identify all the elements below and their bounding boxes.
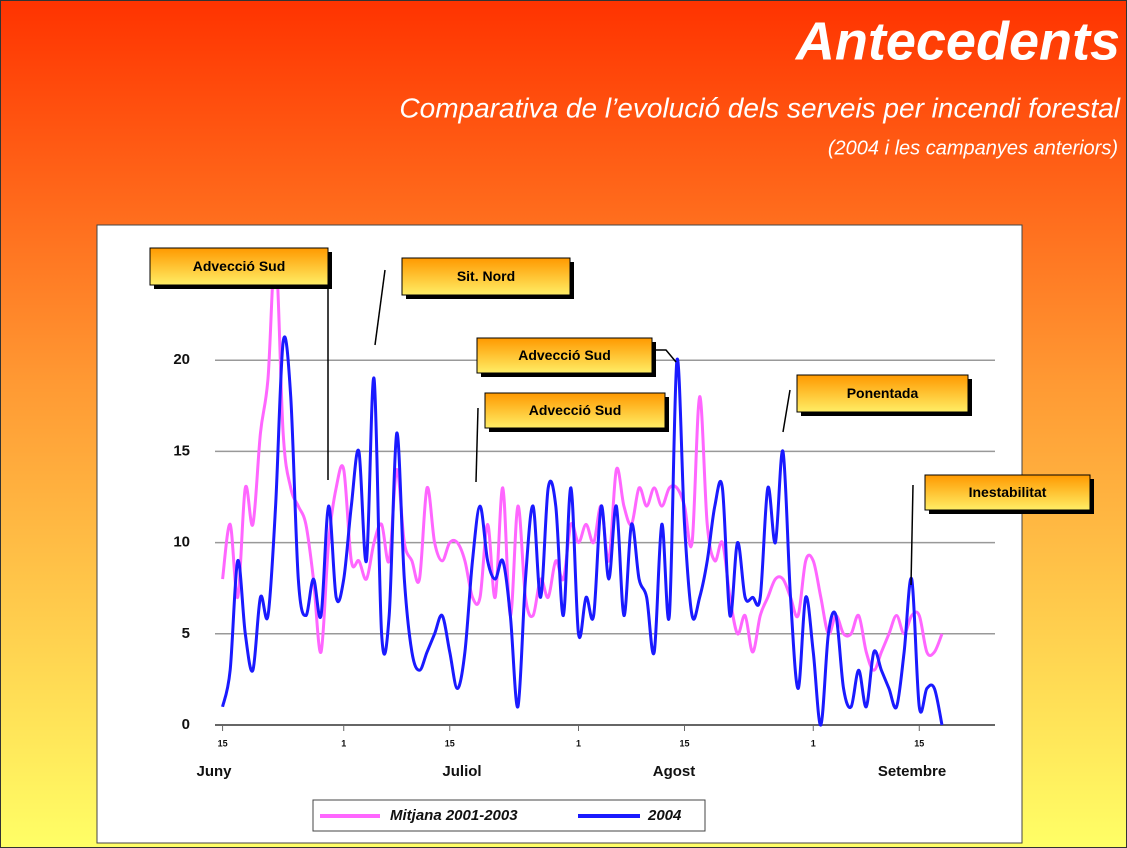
callout-line — [910, 484, 914, 586]
callout-label: Advecció Sud — [529, 402, 622, 418]
series-line — [221, 335, 944, 727]
x-tick-label: 1 — [811, 738, 816, 748]
title: Antecedents — [794, 11, 1120, 71]
callout-line — [475, 407, 479, 483]
callout-box — [401, 257, 571, 296]
x-tick-label: 15 — [218, 738, 228, 748]
y-tick-label: 20 — [173, 351, 190, 368]
callout-label: Ponentada — [847, 385, 919, 401]
y-tick-label: 15 — [173, 442, 190, 459]
subtitle-note: (2004 i les campanyes anteriors) — [828, 137, 1118, 159]
month-label: Setembre — [878, 763, 946, 780]
callout-label: Sit. Nord — [457, 268, 515, 284]
y-tick-label: 10 — [173, 534, 190, 551]
callout-box — [924, 474, 1091, 511]
callout-box — [484, 392, 666, 429]
callout-line — [655, 349, 677, 363]
x-tick-label: 15 — [445, 738, 455, 748]
x-tick-label: 15 — [680, 738, 690, 748]
x-tick-label: 1 — [341, 738, 346, 748]
plot — [221, 269, 944, 727]
y-tick-label: 0 — [182, 716, 190, 733]
month-label: Juny — [196, 763, 232, 780]
series-line — [221, 269, 944, 672]
overlay: Mitjana 2001-2003 2004 Advecció Sud Sit. No… — [149, 247, 1094, 832]
callout-label: Inestabilitat — [969, 484, 1047, 500]
month-label: Agost — [653, 763, 696, 780]
callout-label: Advecció Sud — [518, 347, 611, 363]
callout-box — [796, 374, 969, 413]
callout-box — [476, 337, 653, 374]
x-tick-label: 15 — [914, 738, 924, 748]
x-tick-label: 1 — [576, 738, 581, 748]
legend-label: Mitjana 2001-2003 — [390, 807, 518, 824]
y-tick-label: 5 — [182, 625, 190, 642]
subtitle: Comparativa de l’evolució dels serveis p… — [399, 92, 1120, 123]
callout-label: Advecció Sud — [193, 258, 286, 274]
callout-line — [782, 389, 791, 433]
callout-line — [374, 269, 386, 346]
callout-box — [149, 247, 329, 286]
chart-area — [96, 224, 1023, 844]
legend-label: 2004 — [647, 807, 682, 824]
month-label: Juliol — [442, 763, 481, 780]
